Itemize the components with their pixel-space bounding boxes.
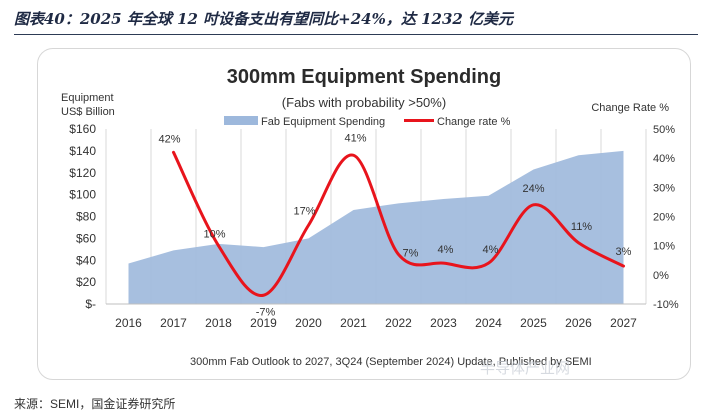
data-label-change-rate: 41%	[344, 132, 366, 144]
label-layer: 42% 10% -7% 17% 41% 7% 4% 4% 24% 11% 3%	[158, 132, 631, 318]
y-right-tick-label: 50%	[653, 124, 675, 136]
left-axis-label-line2: US$ Billion	[61, 106, 115, 118]
legend-area-label: Fab Equipment Spending	[261, 116, 385, 128]
data-label-change-rate: -7%	[256, 306, 276, 318]
y-left-tick-label: $100	[69, 188, 96, 202]
x-tick-label: 2019	[250, 316, 277, 330]
line-layer	[172, 150, 625, 297]
y-right-tick-label: 30%	[653, 182, 675, 194]
y-right-tick-label: 40%	[653, 153, 675, 165]
x-tick-label: 2018	[205, 316, 232, 330]
figure-caption: 图表40：2025 年全球 12 吋设备支出有望同比+24%，达 1232 亿美…	[14, 10, 514, 28]
area-fab-equipment-spending	[128, 150, 624, 304]
data-label-change-rate: 3%	[616, 246, 632, 258]
x-tick-label: 2025	[520, 316, 547, 330]
x-tick-label: 2027	[610, 316, 637, 330]
data-label-change-rate: 4%	[483, 244, 499, 256]
x-tick-label: 2024	[475, 316, 502, 330]
y-left-tick-label: $160	[69, 122, 96, 136]
left-axis-label-line1: Equipment	[61, 92, 114, 104]
axis-layer: 2016 2017 2018 2019 2020 2021 2022 2023 2024 2025…	[69, 122, 679, 330]
data-label-change-rate: 4%	[438, 244, 454, 256]
y-right-tick-label: 10%	[653, 241, 675, 253]
y-left-tick-label: $-	[85, 297, 96, 311]
source-note: 来源：SEMI，国金证券研究所	[14, 397, 176, 411]
chart-subtitle: (Fabs with probability >50%)	[282, 95, 446, 110]
x-tick-label: 2016	[115, 316, 142, 330]
y-right-tick-label: 0%	[653, 270, 669, 282]
chart-svg: 42%10%-7%17%41%7% 4% 4%24%11%3% 2016 2017 20…	[61, 66, 679, 368]
area-layer	[128, 150, 624, 304]
watermark: 半导体产业网	[480, 360, 571, 377]
legend-area-swatch	[224, 116, 258, 125]
data-label-change-rate: 42%	[158, 133, 180, 145]
x-tick-label: 2020	[295, 316, 322, 330]
x-tick-label: 2023	[430, 316, 457, 330]
y-left-tick-label: $20	[76, 275, 96, 289]
y-left-tick-label: $60	[76, 231, 96, 245]
legend-line-label: Change rate %	[437, 116, 511, 128]
right-axis-label: Change Rate %	[591, 102, 669, 114]
chart-title: 300mm Equipment Spending	[227, 66, 501, 88]
data-label-change-rate: 11%	[571, 221, 592, 233]
x-tick-label: 2026	[565, 316, 592, 330]
y-left-tick-label: $140	[69, 144, 96, 158]
y-left-tick-label: $120	[69, 166, 96, 180]
x-tick-label: 2021	[340, 316, 367, 330]
y-left-tick-label: $40	[76, 253, 96, 267]
data-label-change-rate: 10%	[203, 229, 225, 241]
data-label-change-rate: 17%	[293, 205, 315, 217]
x-tick-label: 2022	[385, 316, 412, 330]
y-right-tick-label: -10%	[653, 299, 679, 311]
data-label-change-rate: 7%	[403, 247, 419, 259]
y-right-tick-label: 20%	[653, 212, 675, 224]
x-tick-label: 2017	[160, 316, 187, 330]
line-change-rate	[172, 150, 625, 297]
caption-rule	[14, 34, 698, 35]
chart-card: 42% 10% -7% 17% 41% 7% 4% 4% 24% 11% 3% 2016 2017 20…	[37, 48, 691, 380]
y-left-tick-label: $80	[76, 210, 96, 224]
data-label-change-rate: 24%	[522, 183, 544, 195]
chart-footnote: 300mm Fab Outlook to 2027, 3Q24 (Septemb…	[190, 356, 592, 368]
